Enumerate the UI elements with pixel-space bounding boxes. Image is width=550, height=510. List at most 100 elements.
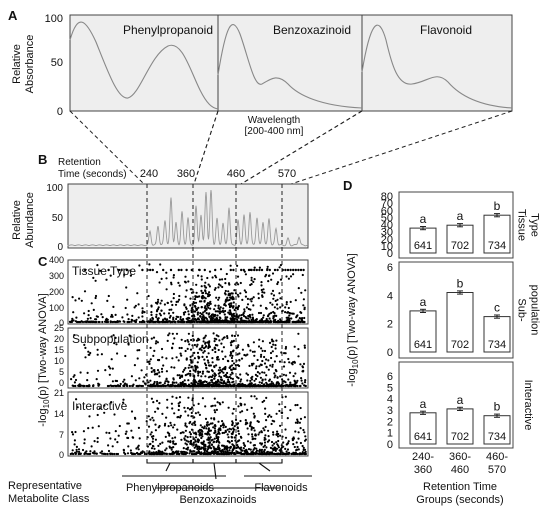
manhattan-point [82,430,85,433]
manhattan-point [286,417,289,420]
manhattan-point [177,384,180,387]
manhattan-point [94,296,97,300]
manhattan-point [221,278,224,281]
manhattan-point [183,303,186,306]
manhattan-point [150,367,153,370]
manhattan-point [143,376,146,379]
manhattan-point [101,316,104,319]
manhattan-point [114,379,117,382]
manhattan-point [260,347,263,350]
manhattan-point [292,320,295,324]
manhattan-point [89,317,92,320]
manhattan-point [218,278,221,281]
manhattan-point [136,357,139,360]
manhattan-point [108,431,111,435]
manhattan-point [206,295,210,298]
manhattan-point [121,316,124,319]
manhattan-point [214,411,217,414]
manhattan-point [212,320,216,324]
manhattan-point [273,420,276,423]
manhattan-point [183,320,186,324]
manhattan-point [263,355,266,359]
panel-label-b: B [38,152,47,167]
panel-a-ylabel-1: Relative [11,44,23,84]
manhattan-point [256,358,259,362]
manhattan-point [183,384,186,388]
manhattan-ytick: 14 [54,409,64,419]
manhattan-point [178,346,181,350]
manhattan-point [252,304,255,307]
panel-label-c: C [38,254,48,269]
manhattan-point [204,292,208,295]
manhattan-point [103,404,106,407]
manhattan-point [208,383,211,386]
manhattan-point [84,268,87,272]
manhattan-point [178,294,181,298]
manhattan-point [291,363,294,366]
manhattan-point [265,273,268,276]
manhattan-point [203,448,206,451]
manhattan-point [246,373,250,376]
manhattan-point [182,447,185,450]
manhattan-point [76,406,79,409]
manhattan-point [171,346,174,349]
manhattan-point [254,384,257,387]
manhattan-point [231,350,234,353]
manhattan-point [215,296,218,299]
manhattan-point [241,348,244,351]
manhattan-point [161,384,164,387]
manhattan-point [274,299,277,302]
manhattan-point [228,304,232,308]
manhattan-point [216,439,219,442]
manhattan-point [304,384,307,388]
manhattan-point [188,452,191,455]
manhattan-point [269,320,272,324]
manhattan-point [253,395,256,398]
manhattan-point [177,268,180,272]
manhattan-point [206,450,209,453]
manhattan-point [297,448,300,451]
manhattan-point [260,363,263,367]
manhattan-point [258,320,261,324]
manhattan-point [180,438,183,441]
manhattan-point [258,431,261,434]
manhattan-point [164,384,167,388]
manhattan-point [270,380,273,383]
manhattan-point [89,351,92,355]
bar [409,310,437,353]
manhattan-point [86,452,90,456]
manhattan-point [188,317,191,320]
manhattan-point [236,444,239,447]
manhattan-point [220,342,223,345]
manhattan-point [227,378,230,381]
manhattan-point [217,420,220,423]
manhattan-point [171,440,175,443]
manhattan-point [215,408,218,411]
manhattan-point [126,298,129,301]
manhattan-point [170,308,173,311]
manhattan-point [109,274,112,277]
manhattan-point [295,441,298,444]
manhattan-point [141,268,144,272]
manhattan-point [285,301,288,304]
manhattan-point [218,366,221,369]
manhattan-point [172,442,175,445]
manhattan-point [175,356,178,359]
manhattan-point [254,434,257,437]
manhattan-point [170,452,173,455]
manhattan-point [213,447,216,450]
manhattan-point [224,384,228,387]
manhattan-point [214,425,217,428]
manhattan-point [116,352,119,355]
bar-chart-ytick: 6 [387,371,393,383]
manhattan-point [213,377,216,380]
manhattan-point [178,374,181,377]
manhattan-ytick: 7 [59,430,64,440]
manhattan-point [209,317,212,320]
retention-mark-570: 570 [278,168,296,180]
manhattan-point [285,452,288,455]
manhattan-point [219,284,222,287]
significance-letter: a [420,397,427,411]
manhattan-point [237,405,240,408]
panel-c: -log10(p) [Two-way ANOVA] Tissue Type Su… [8,184,312,506]
